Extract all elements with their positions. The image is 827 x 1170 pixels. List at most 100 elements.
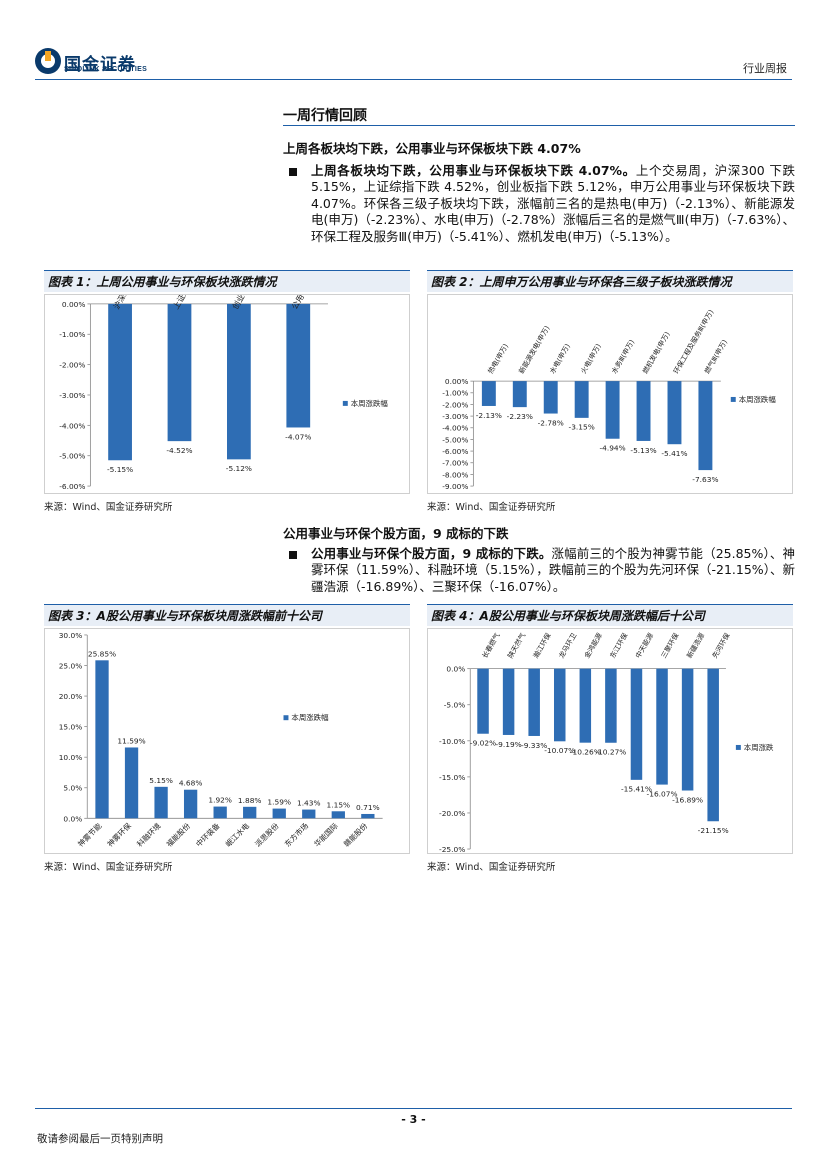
data-label: -4.07% [285, 432, 311, 441]
bar [605, 668, 617, 743]
bar [361, 813, 375, 819]
paragraph-body: 涨幅前三的个股为神雾节能（25.85%）、神雾环保（11.59%）、科融环境（5… [311, 546, 795, 594]
chart3: 30.0% 25.0% 20.0% 15.0% 10.0% 5.0% 0.0% 25.85% 神… [44, 628, 410, 854]
data-label: -21.15% [698, 826, 729, 835]
category-label: 长春燃气 [480, 631, 502, 660]
bar [707, 668, 719, 822]
y-tick-label: -3.00% [59, 391, 85, 400]
bar [108, 303, 132, 461]
data-label: -10.26% [570, 748, 601, 757]
bar [574, 381, 589, 418]
y-tick-label: -2.00% [442, 400, 468, 409]
chart3-source: 来源：Wind、国金证券研究所 [44, 862, 173, 873]
footer-note: 敬请参阅最后一页特别声明 [37, 1133, 163, 1145]
y-tick-label: -7.00% [442, 459, 468, 468]
y-tick-label: 0.0% [63, 814, 82, 823]
bar [167, 303, 192, 442]
bar [543, 381, 558, 414]
chart1-source: 来源：Wind、国金证券研究所 [44, 502, 173, 513]
bar [477, 668, 489, 734]
y-tick-label: -1.00% [442, 389, 468, 398]
paragraph-lead: 公用事业与环保个股方面，9 成标的下跌。 [311, 546, 552, 561]
page-number: - 3 - [401, 1113, 426, 1126]
bar [272, 808, 286, 819]
category-label: 燃气Ⅲ(申万) [702, 338, 729, 376]
data-label: 5.15% [149, 776, 173, 785]
bar [667, 381, 682, 445]
bar [286, 303, 311, 428]
bar [630, 668, 643, 780]
data-label: -3.15% [569, 423, 595, 432]
y-tick-label: -8.00% [442, 470, 468, 479]
legend-swatch [735, 744, 741, 750]
chart3-title: 图表 3：A股公用事业与环保板块周涨跌幅前十公司 [44, 604, 410, 626]
chart1-title: 图表 1：上周公用事业与环保板块涨跌情况 [44, 270, 410, 292]
category-label: 赣能股份 [341, 820, 369, 848]
legend-swatch [283, 715, 289, 721]
y-tick-label: 0.00% [445, 377, 469, 386]
category-label: 中环装备 [194, 820, 222, 848]
data-label: -16.07% [647, 789, 678, 798]
data-label: 1.88% [238, 796, 262, 805]
section-divider [283, 125, 795, 126]
data-label: -9.33% [521, 741, 547, 750]
legend-label: 本周涨跌 [744, 742, 774, 752]
data-label: -15.41% [621, 785, 652, 794]
y-tick-label: -6.00% [59, 482, 85, 491]
bar [681, 668, 694, 791]
category-label: 金鸿能源 [582, 631, 604, 660]
bar [528, 668, 540, 736]
category-label: 瀚江环保 [531, 631, 553, 660]
category-label: 派思股份 [253, 820, 281, 848]
y-tick-label: 30.0% [59, 631, 83, 640]
category-label: 火电(申万) [579, 342, 603, 375]
y-tick-label: 5.0% [63, 784, 82, 793]
legend-label: 本周涨跌幅 [739, 394, 777, 404]
logo-icon [35, 48, 61, 74]
y-tick-label: 25.0% [59, 661, 83, 670]
data-label: -7.63% [692, 475, 718, 484]
bullet-square-icon [289, 550, 297, 559]
data-label: -9.19% [495, 740, 521, 749]
y-tick-label: -9.00% [442, 482, 468, 491]
y-tick-label: 0.0% [446, 665, 465, 674]
category-label: 燃机发电(申万) [640, 330, 671, 375]
data-label: -4.94% [599, 444, 625, 453]
y-tick-label: -15.0% [439, 773, 465, 782]
data-label: -4.52% [166, 446, 192, 455]
chart1: 0.00% -1.00% -2.00% -3.00% -4.00% -5.00% -6.00… [44, 294, 410, 494]
y-tick-label: -6.00% [442, 447, 468, 456]
data-label: -2.78% [538, 418, 564, 427]
data-label: -10.07% [544, 746, 575, 755]
bar [154, 786, 168, 819]
y-tick-label: -5.0% [444, 701, 466, 710]
category-label: 新能源发电(申万) [517, 324, 552, 375]
bar [124, 747, 139, 819]
bar [331, 811, 345, 819]
category-label: 神雾环保 [105, 820, 133, 848]
paragraph-lead: 上周各板块均下跌，公用事业与环保板块下跌 4.07%。 [311, 163, 636, 178]
category-label: 东方市场 [282, 821, 310, 849]
chart4: 0.0% -5.0% -10.0% -15.0% -20.0% -25.0% -9.02% 长… [427, 628, 793, 854]
logo-subtext: SINOLINK SECURITIES [64, 66, 148, 73]
data-label: 4.68% [179, 779, 203, 788]
data-label: 11.59% [117, 737, 145, 746]
y-tick-label: -2.00% [59, 361, 85, 370]
y-tick-label: -3.00% [442, 412, 468, 421]
paragraph-1: 上周各板块均下跌，公用事业与环保板块下跌 4.07%。上个交易周，沪深300 下… [289, 163, 795, 263]
data-label: -2.23% [507, 412, 533, 421]
report-type: 行业周报 [743, 62, 787, 75]
category-label: 水电(申万) [548, 342, 572, 375]
bar [243, 806, 257, 819]
category-label: 岷江水电 [223, 820, 251, 848]
chart2: 0.00% -1.00% -2.00% -3.00% -4.00% -5.00% -6.00… [427, 294, 793, 494]
category-label: 三聚环保 [659, 631, 681, 660]
y-tick-label: -1.00% [59, 330, 85, 339]
logo-text: 国金证券 [64, 55, 136, 75]
bar [579, 668, 592, 743]
bar [656, 668, 668, 785]
chart4-source: 来源：Wind、国金证券研究所 [427, 862, 556, 873]
category-label: 先河环保 [710, 631, 732, 660]
data-label: 1.92% [208, 796, 232, 805]
data-label: -5.41% [661, 449, 687, 458]
